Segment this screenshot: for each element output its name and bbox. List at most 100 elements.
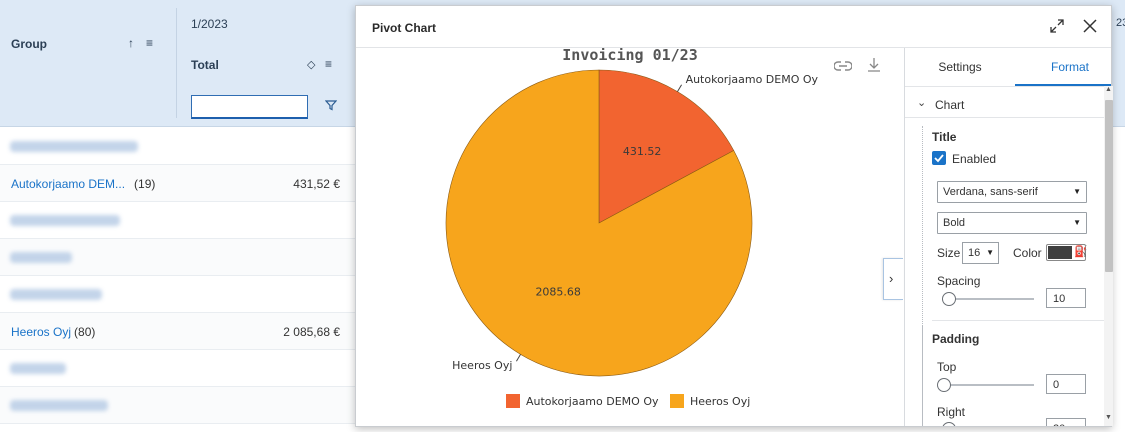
table-row[interactable] <box>0 387 360 424</box>
padding-right-label: Right <box>937 405 966 419</box>
padding-top-slider-thumb[interactable] <box>937 378 951 392</box>
tree-guide <box>922 325 923 426</box>
total-filter-input[interactable] <box>191 95 308 119</box>
font-weight-select[interactable]: Bold ▼ <box>937 212 1087 234</box>
expand-icon[interactable] <box>1050 19 1064 33</box>
redacted-group-name <box>10 215 120 226</box>
column-menu-icon[interactable]: ≡ <box>146 36 154 50</box>
legend-label[interactable]: Autokorjaamo DEMO Oy <box>526 395 659 408</box>
column-divider[interactable] <box>176 8 177 118</box>
period-column-header-edge: 23 <box>1116 17 1125 29</box>
padding-heading: Padding <box>932 332 980 346</box>
table-row[interactable]: Autokorjaamo DEM... (19) 431,52 € <box>0 165 360 202</box>
scrollbar-thumb[interactable] <box>1105 100 1113 272</box>
spacing-slider[interactable] <box>942 298 1034 300</box>
slice-name-label: Heeros Oyj <box>452 359 512 372</box>
redacted-group-name <box>10 400 108 411</box>
legend-label[interactable]: Heeros Oyj <box>690 395 750 408</box>
total-cell: 2 085,68 € <box>283 325 340 339</box>
table-row[interactable] <box>0 350 360 387</box>
table-row[interactable] <box>0 202 360 239</box>
font-weight-value: Bold <box>943 217 966 229</box>
group-link[interactable]: Heeros Oyj (80) <box>11 325 95 339</box>
group-link[interactable]: Autokorjaamo DEM... (19) <box>11 177 155 191</box>
total-cell: 431,52 € <box>293 177 340 191</box>
table-row[interactable] <box>0 128 360 165</box>
font-family-value: Verdana, sans-serif <box>943 186 1038 198</box>
title-color-picker[interactable]: ⛽ <box>1046 244 1088 261</box>
redacted-group-name <box>10 252 72 263</box>
slice-name-label: Autokorjaamo DEMO Oy <box>686 73 819 86</box>
total-column-header[interactable]: Total <box>191 58 219 72</box>
size-select[interactable]: 16 ▼ <box>962 242 999 264</box>
color-label: Color <box>1013 246 1042 260</box>
table-row[interactable] <box>0 239 360 276</box>
download-icon[interactable] <box>866 57 882 73</box>
spacing-slider-thumb[interactable] <box>942 292 956 306</box>
chart-section-header[interactable]: ⌄ Chart <box>905 88 1105 118</box>
pie-slice[interactable] <box>598 69 735 224</box>
label-leader-line <box>677 84 683 92</box>
slice-value-label: 431.52 <box>623 145 662 158</box>
paint-bucket-icon: ⛽ <box>1074 246 1088 258</box>
spacing-label: Spacing <box>937 274 981 288</box>
title-enabled-checkbox[interactable] <box>932 151 946 165</box>
redacted-group-name <box>10 363 66 374</box>
title-heading: Title <box>932 130 957 144</box>
group-name[interactable]: Heeros Oyj <box>11 325 72 339</box>
dropdown-arrow-icon: ▼ <box>1073 218 1081 227</box>
period-column-header: 1/2023 <box>191 17 228 31</box>
size-label: Size <box>937 246 961 260</box>
column-menu-icon[interactable]: ≡ <box>325 57 333 71</box>
legend-swatch[interactable] <box>506 394 520 408</box>
padding-top-value: 0 <box>1053 379 1060 391</box>
group-column-header[interactable]: Group <box>11 37 47 51</box>
checkmark-icon <box>934 154 944 163</box>
padding-top-slider[interactable] <box>942 384 1034 386</box>
slice-value-label: 2085.68 <box>535 285 581 298</box>
chevron-down-icon: ⌄ <box>917 97 927 109</box>
format-panel: Settings Format ⌄ Chart Title Enabled Ve… <box>904 48 1111 426</box>
redacted-group-name <box>10 289 102 300</box>
collapse-panel-button[interactable]: › <box>883 258 903 300</box>
spacing-input[interactable]: 10 <box>1046 288 1086 308</box>
link-icon[interactable] <box>834 60 852 72</box>
group-count: (19) <box>134 177 156 191</box>
dropdown-arrow-icon: ▼ <box>986 248 994 257</box>
tab-settings[interactable]: Settings <box>938 60 982 74</box>
filter-icon[interactable] <box>325 99 337 111</box>
legend-swatch[interactable] <box>670 394 684 408</box>
tab-format[interactable]: Format <box>1015 48 1111 86</box>
title-enabled-label[interactable]: Enabled <box>952 152 997 166</box>
table-row[interactable]: Heeros Oyj (80) 2 085,68 € <box>0 313 360 350</box>
scroll-down-icon[interactable]: ▼ <box>1105 414 1112 421</box>
sort-toggle-icon[interactable]: ◇ <box>307 59 316 71</box>
padding-right-input[interactable]: 20 <box>1046 418 1086 426</box>
chart-area: Invoicing 01/23 431.52 Autokorjaamo DEMO O… <box>356 46 904 426</box>
pivot-chart-dialog: Pivot Chart Invoicing 01/23 431.52 Autokor… <box>355 5 1113 427</box>
padding-top-label: Top <box>937 360 957 374</box>
group-count: (80) <box>74 325 96 339</box>
close-icon[interactable] <box>1082 18 1098 34</box>
font-family-select[interactable]: Verdana, sans-serif ▼ <box>937 181 1087 203</box>
size-value: 16 <box>968 247 981 259</box>
section-divider <box>932 320 1105 321</box>
padding-right-slider-thumb[interactable] <box>942 422 956 426</box>
scroll-up-icon[interactable]: ▲ <box>1105 86 1112 93</box>
dropdown-arrow-icon: ▼ <box>1073 187 1081 196</box>
sort-ascending-icon[interactable]: ↑ <box>128 36 134 50</box>
color-chip <box>1048 246 1072 259</box>
tree-guide <box>922 126 923 426</box>
group-name[interactable]: Autokorjaamo DEM... <box>11 177 126 191</box>
redacted-group-name <box>10 141 138 152</box>
tab-divider <box>905 86 1111 87</box>
spacing-value: 10 <box>1053 293 1066 305</box>
dialog-title: Pivot Chart <box>372 21 437 35</box>
table-row[interactable] <box>0 276 360 313</box>
chevron-right-icon: › <box>889 271 894 286</box>
padding-top-input[interactable]: 0 <box>1046 374 1086 394</box>
chart-title: Invoicing 01/23 <box>562 48 697 64</box>
pie-chart: Invoicing 01/23 431.52 Autokorjaamo DEMO O… <box>445 46 819 408</box>
label-leader-line <box>515 354 521 362</box>
padding-right-value: 20 <box>1053 423 1065 426</box>
